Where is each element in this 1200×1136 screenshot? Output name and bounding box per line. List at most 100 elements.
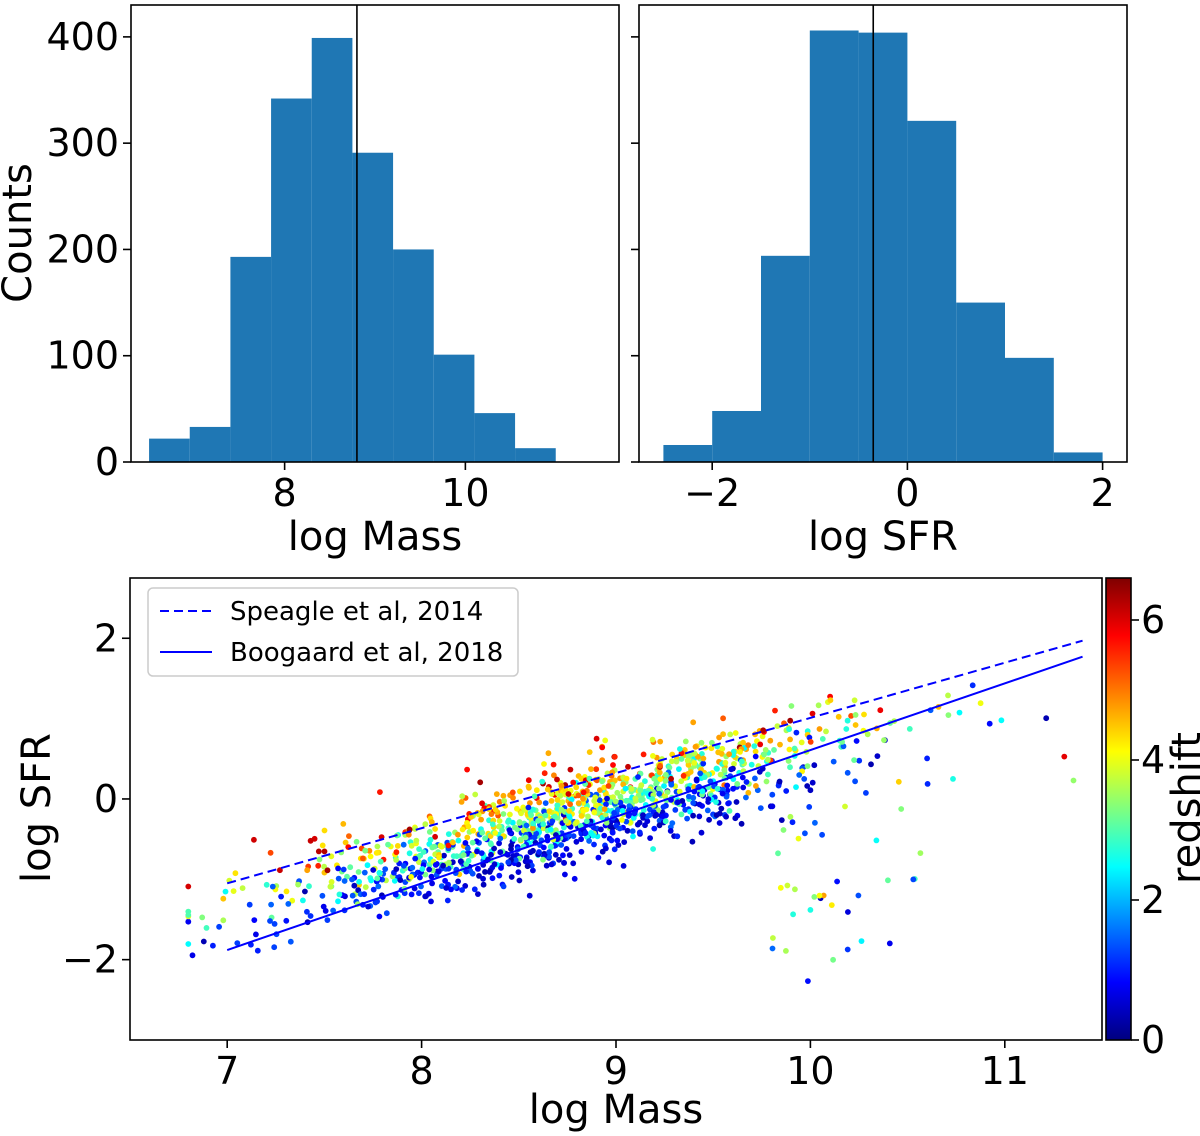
scatter-point [549,818,556,824]
scatter-point [835,713,842,720]
scatter-point [678,756,685,762]
scatter-point [727,731,734,738]
scatter-point [906,726,913,732]
scatter-point [701,774,708,780]
scatter-point [630,815,637,821]
scatter-point [324,917,331,923]
x-tick-label: 10 [786,1049,834,1093]
scatter-point [251,836,257,843]
scatter-point [588,766,594,772]
scatter-point [210,942,216,949]
scatter-point [559,799,566,805]
scatter-point [199,914,206,921]
scatter-point [812,819,818,826]
scatter-point [690,812,696,819]
scatter-point [769,945,776,952]
scatter-point [497,849,504,856]
scatter-point [863,790,869,796]
scatter-point [474,848,480,855]
scatter-point [469,839,476,846]
scatter-point [636,829,643,836]
y-tick-label: 0 [95,440,119,484]
scatter-point [787,717,794,724]
scatter-point [738,820,745,827]
scatter-point [689,838,696,845]
scatter-point [560,852,566,859]
scatter-point [496,840,502,847]
scatter-point [416,859,422,865]
scatter-point [585,813,591,820]
scatter-point [370,867,377,873]
scatter-point [816,726,823,732]
scatter-point [573,784,580,791]
scatter-point [546,849,553,856]
scatter-point [653,781,659,787]
scatter-point [409,864,416,871]
scatter-point [802,830,808,837]
scatter-point [436,854,442,861]
scatter-point [611,753,618,760]
scatter-point [442,877,448,884]
scatter-point [445,831,452,837]
scatter-point [278,893,284,900]
scatter-point [508,842,515,849]
scatter-point [271,944,278,951]
scatter-point [489,821,496,828]
legend-label-boogaard: Boogaard et al, 2018 [230,638,503,668]
scatter-point [543,862,550,869]
scatter-point [787,813,794,820]
scatter-point [823,728,829,735]
scatter-point [324,867,331,874]
scatter-point [423,893,429,899]
scatter-point [462,840,469,846]
scatter-point [536,799,543,806]
scatter-point [479,829,486,836]
scatter-point [629,828,636,835]
scatter-point [844,946,851,953]
sfr-bar-5 [907,120,957,463]
scatter-point [428,873,435,880]
scatter-point [724,787,731,794]
scatter-point [708,745,715,752]
scatter-point [657,776,664,782]
scatter-point [375,883,382,890]
scatter-point [676,788,683,795]
scatter-point [525,777,532,784]
scatter-point [788,703,795,709]
scatter-point [239,885,246,891]
scatter-point [805,978,811,984]
scatter-point [804,783,811,789]
mass-bar-3 [271,98,312,463]
scatter-point [459,793,466,800]
scatter-point [785,758,792,764]
scatter-point [271,921,278,927]
scatter-point [330,907,336,914]
scatter-point [530,820,537,827]
scatter-point [220,895,227,902]
scatter-point [877,707,884,714]
scatter-point [476,873,482,879]
scatter-point [843,726,850,732]
scatter-point [615,842,622,848]
scatter-point [524,863,531,870]
scatter-point [406,850,413,857]
colorbar-gradient [1105,577,1132,1041]
scatter-point [809,779,816,786]
scatter-point [539,778,546,785]
scatter-point [486,869,493,875]
scatter-point [601,806,608,812]
scatter-point [254,947,261,954]
scatter-point [531,793,538,800]
scatter-point [413,837,420,844]
scatter-point [642,778,648,785]
scatter-point [796,772,803,778]
scatter-point [365,903,371,910]
scatter-point [720,731,726,738]
scatter-point [573,819,580,826]
scatter-point [679,798,686,804]
scatter-point [696,813,703,820]
scatter-point [628,786,635,792]
x-tick-label: 11 [981,1049,1029,1093]
scatter-point [722,759,729,766]
scatter-point [362,884,369,890]
